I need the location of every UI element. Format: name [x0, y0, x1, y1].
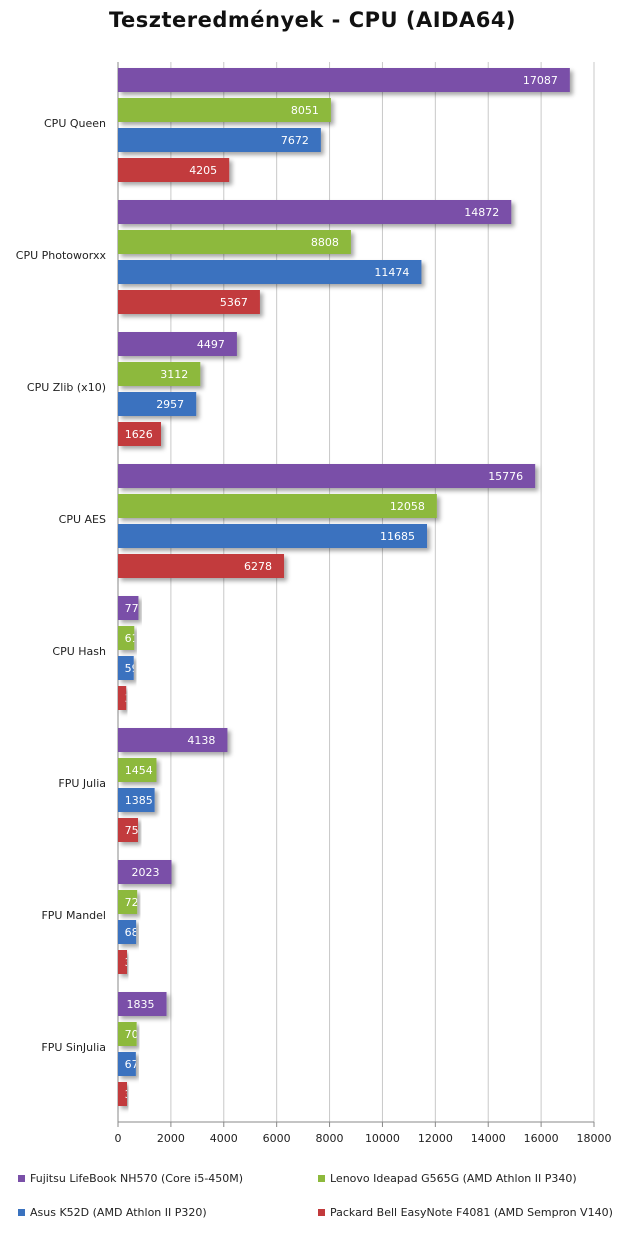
bar	[118, 464, 536, 488]
bar	[118, 68, 570, 92]
x-tick-label: 14000	[471, 1132, 506, 1145]
bar-value-label: 685	[125, 926, 146, 939]
legend-item-0: Fujitsu LifeBook NH570 (Core i5-450M)	[18, 1172, 243, 1185]
bar-value-label: 5367	[220, 296, 248, 309]
x-tick-label: 18000	[577, 1132, 612, 1145]
bar-value-label: 1626	[125, 428, 153, 441]
bar	[118, 758, 157, 782]
bar-value-label: 705	[125, 1028, 146, 1041]
bar-value-label: 2957	[156, 398, 184, 411]
bar	[118, 1022, 137, 1046]
bar	[118, 158, 230, 182]
bar	[118, 290, 260, 314]
category-label: FPU Julia	[58, 777, 106, 790]
bar	[118, 626, 135, 650]
bar	[118, 200, 512, 224]
bar	[118, 362, 201, 386]
legend-label: Lenovo Ideapad G565G (AMD Athlon II P340…	[330, 1172, 577, 1185]
bar-value-label: 4497	[197, 338, 225, 351]
category-label: CPU Photoworxx	[16, 249, 107, 262]
bar	[118, 890, 138, 914]
legend-item-1: Lenovo Ideapad G565G (AMD Athlon II P340…	[318, 1172, 577, 1185]
category-label: CPU Queen	[44, 117, 106, 130]
legend-label: Fujitsu LifeBook NH570 (Core i5-450M)	[30, 1172, 244, 1185]
bar	[118, 1052, 136, 1076]
category-label: FPU SinJulia	[41, 1041, 106, 1054]
x-tick-label: 2000	[157, 1132, 185, 1145]
bar-value-label: 8808	[311, 236, 339, 249]
bar	[118, 920, 137, 944]
bar-value-label: 4138	[187, 734, 215, 747]
bar	[118, 818, 139, 842]
chart-title: Teszteredmények - CPU (AIDA64)	[108, 8, 517, 32]
bar-value-label: 17087	[523, 74, 558, 87]
bar	[118, 728, 228, 752]
bar-value-label: 15776	[488, 470, 523, 483]
bar	[118, 992, 167, 1016]
bar-value-label: 595	[125, 662, 146, 675]
legend-item-2: Asus K52D (AMD Athlon II P320)	[18, 1206, 207, 1219]
bar-value-label: 11685	[380, 530, 415, 543]
category-label: CPU AES	[59, 513, 106, 526]
bar	[118, 128, 321, 152]
x-tick-label: 0	[115, 1132, 122, 1145]
bar-value-label: 8051	[291, 104, 319, 117]
bar-value-label: 4205	[189, 164, 217, 177]
bar	[118, 1082, 127, 1106]
x-tick-label: 8000	[316, 1132, 344, 1145]
x-tick-label: 16000	[524, 1132, 559, 1145]
bar-value-label: 6278	[244, 560, 272, 573]
bar	[118, 524, 428, 548]
bar-value-label: 725	[125, 896, 146, 909]
bar-value-label: 1385	[125, 794, 153, 807]
bar	[118, 788, 155, 812]
bar	[118, 554, 285, 578]
legend-label: Asus K52D (AMD Athlon II P320)	[30, 1206, 207, 1219]
legend-item-3: Packard Bell EasyNote F4081 (AMD Sempron…	[318, 1206, 613, 1219]
category-label: FPU Mandel	[41, 909, 106, 922]
bar-value-label: 615	[125, 632, 146, 645]
bar	[118, 596, 139, 620]
bar-value-label: 340	[125, 956, 146, 969]
bar	[118, 686, 127, 710]
bar-value-label: 1454	[125, 764, 153, 777]
bar	[118, 860, 172, 884]
bar-value-label: 11474	[374, 266, 409, 279]
bar-value-label: 14872	[464, 206, 499, 219]
legend-swatch	[18, 1209, 25, 1216]
bar	[118, 98, 331, 122]
bar	[118, 392, 197, 416]
bar-value-label: 773	[125, 602, 146, 615]
bar-value-label: 12058	[390, 500, 425, 513]
bar-value-label: 7672	[281, 134, 309, 147]
bar-value-label: 310	[125, 692, 146, 705]
legend-swatch	[318, 1175, 325, 1182]
legend-swatch	[18, 1175, 25, 1182]
bar	[118, 422, 161, 446]
legend-label: Packard Bell EasyNote F4081 (AMD Sempron…	[330, 1206, 613, 1219]
category-label: CPU Hash	[52, 645, 106, 658]
x-tick-label: 10000	[365, 1132, 400, 1145]
bar	[118, 332, 237, 356]
legend-swatch	[318, 1209, 325, 1216]
bar	[118, 260, 422, 284]
bar-value-label: 1835	[127, 998, 155, 1011]
bar	[118, 656, 134, 680]
bar	[118, 230, 351, 254]
bar-value-label: 340	[125, 1088, 146, 1101]
bar	[118, 950, 127, 974]
bar-value-label: 675	[125, 1058, 146, 1071]
bar-value-label: 757	[125, 824, 146, 837]
bar-value-label: 3112	[160, 368, 188, 381]
x-tick-label: 12000	[418, 1132, 453, 1145]
x-tick-label: 4000	[210, 1132, 238, 1145]
bar	[118, 494, 437, 518]
category-label: CPU Zlib (x10)	[27, 381, 106, 394]
bar-value-label: 2023	[131, 866, 159, 879]
x-tick-label: 6000	[263, 1132, 291, 1145]
